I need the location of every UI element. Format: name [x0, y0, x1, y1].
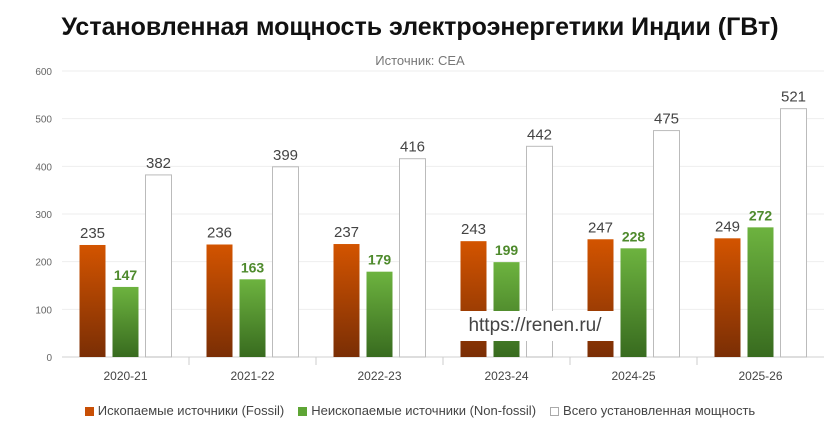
legend-item-nonfossil: Неископаемые источники (Non-fossil) — [298, 403, 536, 419]
legend-swatch — [84, 406, 94, 416]
bar-2020-21-2 — [145, 174, 172, 358]
x-tick-label: 2023-24 — [484, 369, 528, 383]
bar-2021-22-1 — [239, 279, 266, 357]
data-label: 442 — [527, 126, 552, 143]
data-label: 249 — [715, 218, 740, 235]
x-tick-label: 2025-26 — [738, 369, 782, 383]
x-tick-label: 2022-23 — [357, 369, 401, 383]
data-label: 243 — [461, 221, 486, 238]
data-label: 199 — [495, 242, 519, 258]
data-label: 163 — [241, 259, 265, 275]
watermark: https://renen.ru/ — [455, 311, 615, 341]
data-label: 521 — [781, 89, 806, 106]
legend-item-total: Всего установленная мощность — [550, 403, 755, 419]
y-tick-label: 300 — [35, 210, 52, 221]
data-label: 416 — [400, 139, 425, 156]
y-tick-label: 600 — [35, 67, 52, 78]
x-tick-label: 2020-21 — [103, 369, 147, 383]
data-label: 228 — [622, 228, 646, 244]
y-tick-label: 100 — [35, 305, 52, 316]
bar-2021-22-0 — [206, 244, 233, 357]
data-label: 237 — [334, 224, 359, 241]
bar-2021-22-2 — [272, 166, 299, 358]
bar-2024-25-1 — [620, 248, 647, 357]
legend-label: Ископаемые источники (Fossil) — [97, 403, 285, 418]
data-label: 382 — [146, 155, 171, 172]
legend-label: Неископаемые источники (Non-fossil) — [311, 403, 537, 418]
chart-title: Установленная мощность электроэнергетики… — [61, 13, 779, 41]
data-label: 235 — [80, 225, 105, 242]
data-label: 236 — [207, 225, 232, 242]
bar-2022-23-0 — [333, 244, 360, 357]
y-tick-label: 400 — [35, 162, 52, 173]
data-label: 179 — [368, 252, 392, 268]
legend-item-fossil: Ископаемые источники (Fossil) — [84, 403, 285, 419]
legend-swatch — [298, 406, 308, 416]
bar-2020-21-1 — [112, 286, 139, 357]
data-label: 272 — [749, 207, 773, 223]
bar-2022-23-1 — [366, 271, 393, 357]
y-tick-label: 500 — [35, 115, 52, 126]
data-label: 147 — [114, 267, 138, 283]
bar-2025-26-0 — [714, 238, 741, 357]
x-tick-label: 2021-22 — [230, 369, 274, 383]
data-label: 399 — [273, 147, 298, 164]
bar-2025-26-1 — [747, 227, 774, 357]
bar-2023-24-1 — [493, 262, 520, 357]
legend-label: Всего установленная мощность — [563, 403, 756, 418]
bar-2025-26-2 — [780, 108, 807, 358]
bar-2022-23-2 — [399, 158, 426, 358]
y-tick-label: 0 — [46, 353, 52, 364]
x-tick-label: 2024-25 — [611, 369, 655, 383]
bar-2024-25-2 — [653, 130, 680, 358]
legend: Ископаемые источники (Fossil) Неископаем… — [0, 403, 840, 419]
legend-swatch — [550, 406, 560, 416]
chart-subtitle: Источник: CEA — [375, 53, 465, 68]
bar-2020-21-0 — [79, 244, 106, 357]
data-label: 247 — [588, 219, 613, 236]
data-label: 475 — [654, 111, 679, 128]
y-tick-label: 200 — [35, 258, 52, 269]
